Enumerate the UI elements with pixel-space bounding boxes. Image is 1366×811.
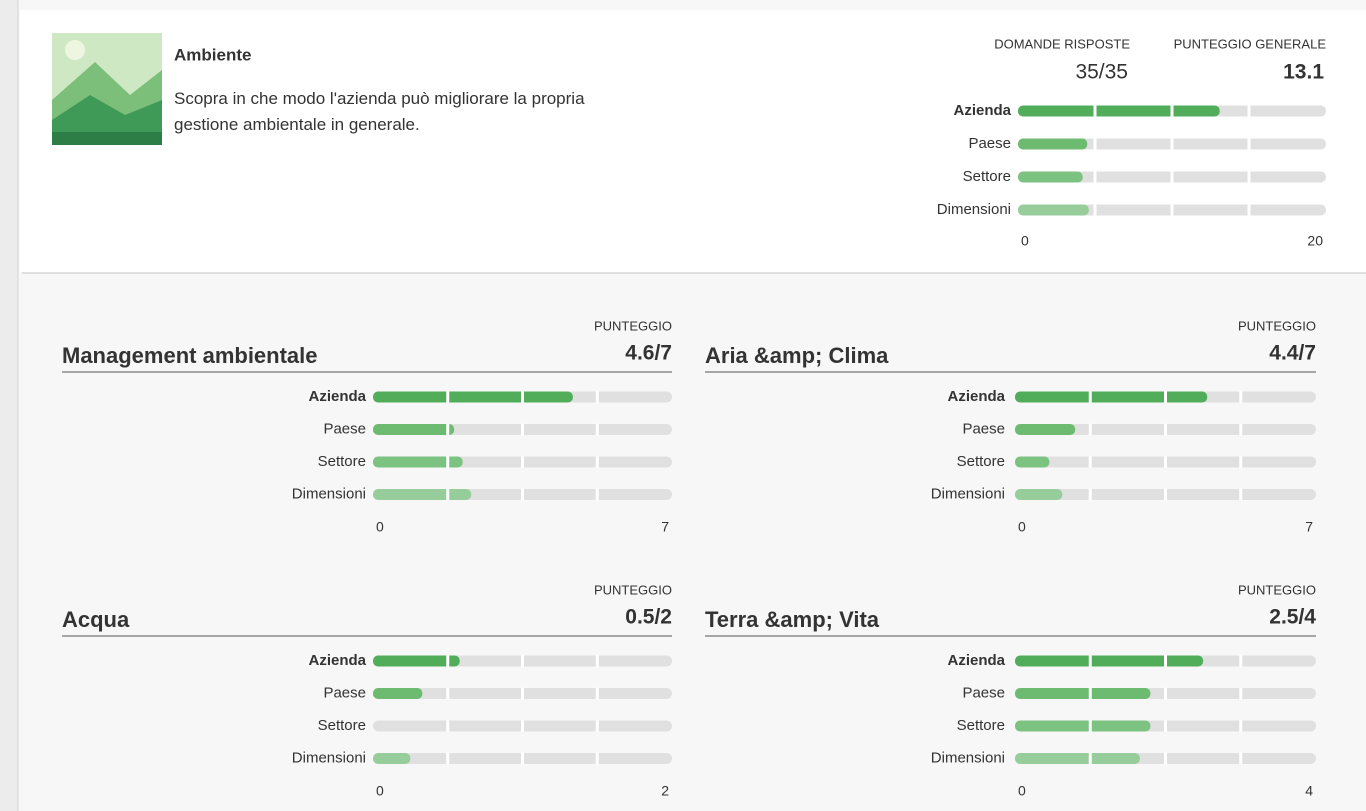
score-value: 13.1 <box>1283 61 1324 84</box>
section-title: Terra &amp; Vita <box>705 607 880 632</box>
bar <box>1015 424 1076 435</box>
axis-label: 20 <box>1307 233 1323 249</box>
axis-label: 2 <box>661 783 669 799</box>
axis-label: 7 <box>661 519 669 535</box>
answered-label: DOMANDE RISPOSTE <box>994 36 1130 51</box>
row-label: Azienda <box>953 102 1011 119</box>
row-label: Paese <box>968 135 1011 152</box>
bar <box>373 489 472 500</box>
row-label: Settore <box>318 717 366 734</box>
bar <box>1018 105 1220 117</box>
row-label: Paese <box>962 420 1005 437</box>
section-title: Acqua <box>62 607 130 632</box>
row-label: Azienda <box>308 388 366 405</box>
bar <box>1015 391 1208 403</box>
section-score-label: PUNTEGGIO <box>594 582 672 597</box>
row-label: Settore <box>963 168 1011 185</box>
bar <box>373 391 573 403</box>
bar <box>373 424 455 435</box>
section-score: 4.4/7 <box>1269 342 1316 365</box>
section-score: 0.5/2 <box>625 606 672 629</box>
bar <box>373 688 423 699</box>
section-score-label: PUNTEGGIO <box>1238 318 1316 333</box>
bar <box>373 655 460 667</box>
axis-label: 4 <box>1305 783 1313 799</box>
bar <box>1015 720 1151 732</box>
bar <box>1015 655 1204 667</box>
category-image <box>52 33 162 145</box>
header-title: Ambiente <box>174 45 251 64</box>
bar <box>1018 204 1089 216</box>
row-label: Paese <box>323 684 366 701</box>
row-label: Azienda <box>947 388 1005 405</box>
row-label: Dimensioni <box>292 749 366 766</box>
section-score-label: PUNTEGGIO <box>594 318 672 333</box>
bar <box>1015 688 1151 699</box>
bar <box>1015 489 1063 500</box>
section-title: Aria &amp; Clima <box>705 343 889 368</box>
row-label: Paese <box>323 420 366 437</box>
answered-value: 35/35 <box>1075 61 1128 84</box>
row-label: Dimensioni <box>292 485 366 502</box>
axis-label: 0 <box>376 783 384 799</box>
bar <box>373 753 411 764</box>
axis-label: 0 <box>1018 783 1026 799</box>
axis-label: 0 <box>1018 519 1026 535</box>
score-label: PUNTEGGIO GENERALE <box>1174 36 1327 51</box>
axis-label: 0 <box>376 519 384 535</box>
section-score-label: PUNTEGGIO <box>1238 582 1316 597</box>
axis-label: 7 <box>1305 519 1313 535</box>
row-label: Dimensioni <box>937 201 1011 218</box>
left-strip <box>0 0 18 811</box>
row-label: Settore <box>957 453 1005 470</box>
bar <box>1018 138 1088 150</box>
row-label: Paese <box>962 684 1005 701</box>
header-description: Scopra in che modo l'azienda può miglior… <box>174 89 585 134</box>
bar <box>373 456 463 468</box>
section-score: 2.5/4 <box>1269 606 1316 629</box>
row-label: Dimensioni <box>931 485 1005 502</box>
section-title: Management ambientale <box>62 343 318 368</box>
row-label: Azienda <box>947 652 1005 669</box>
bar <box>1015 753 1140 764</box>
row-label: Azienda <box>308 652 366 669</box>
section-score: 4.6/7 <box>625 342 672 365</box>
bar <box>1015 456 1050 468</box>
row-label: Settore <box>957 717 1005 734</box>
bar <box>1018 171 1083 183</box>
row-label: Dimensioni <box>931 749 1005 766</box>
row-label: Settore <box>318 453 366 470</box>
axis-label: 0 <box>1021 233 1029 249</box>
